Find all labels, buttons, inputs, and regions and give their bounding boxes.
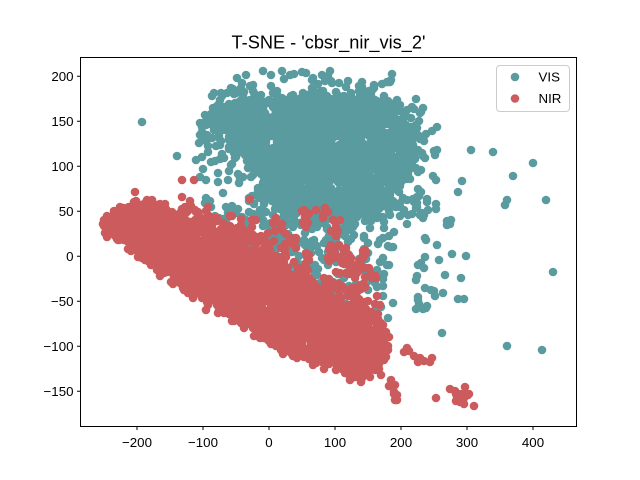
svg-text:T-SNE - 'cbsr_nir_vis_2': T-SNE - 'cbsr_nir_vis_2' xyxy=(232,33,426,54)
svg-text:−150: −150 xyxy=(44,384,74,399)
svg-text:300: 300 xyxy=(456,435,478,450)
svg-text:150: 150 xyxy=(51,114,73,129)
svg-text:−200: −200 xyxy=(122,435,152,450)
svg-text:VIS: VIS xyxy=(539,69,561,84)
svg-text:100: 100 xyxy=(51,159,73,174)
svg-text:−100: −100 xyxy=(44,339,74,354)
svg-text:−50: −50 xyxy=(51,294,74,309)
svg-text:100: 100 xyxy=(324,435,346,450)
svg-text:0: 0 xyxy=(265,435,272,450)
svg-text:400: 400 xyxy=(522,435,544,450)
svg-text:200: 200 xyxy=(51,69,73,84)
svg-text:50: 50 xyxy=(59,204,74,219)
svg-text:−100: −100 xyxy=(188,435,218,450)
svg-text:200: 200 xyxy=(390,435,412,450)
svg-text:0: 0 xyxy=(66,249,73,264)
svg-text:NIR: NIR xyxy=(539,91,562,106)
